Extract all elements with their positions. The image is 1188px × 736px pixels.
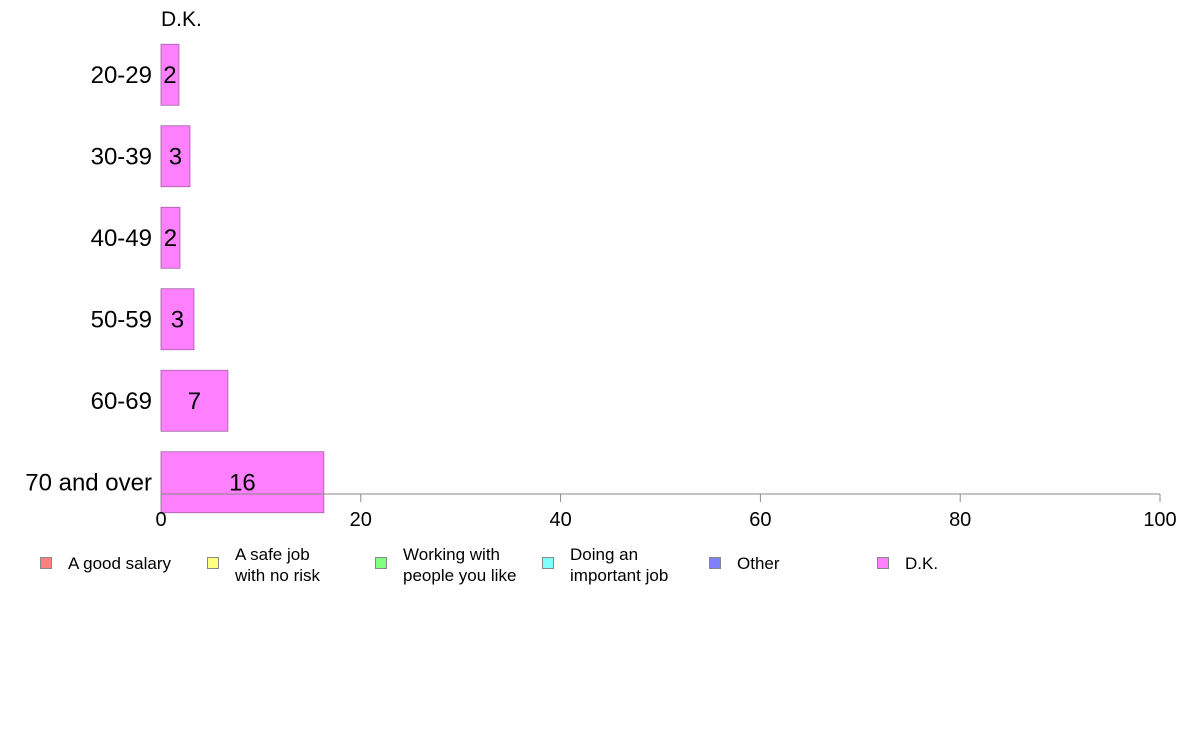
bar-40-49: [160, 206, 181, 269]
bar-chart: D.K. 20-29 2 30-39 3 40-49 2 50-59 3 60-69 7 70 an…: [25, 8, 1177, 531]
x-tick-label-0: 0: [155, 509, 166, 531]
legend-label-important-job: Doing an important job: [570, 545, 669, 585]
chart-title: D.K.: [161, 8, 202, 31]
legend: A good salary A safe job with no risk Wo…: [0, 540, 1188, 590]
legend-item-good-salary: A good salary: [40, 544, 171, 574]
legend-label-good-salary: A good salary: [68, 554, 172, 573]
bar-30-39: [160, 125, 191, 188]
category-label-20-29: 20-29: [91, 62, 152, 89]
legend-item-safe-job: A safe job with no risk: [207, 544, 320, 586]
legend-item-important-job: Doing an important job: [542, 544, 668, 586]
x-axis: 0 20 40 60 80 100: [155, 493, 1177, 531]
bar-50-59: [160, 288, 195, 351]
value-label-70-and-over: 16: [229, 469, 256, 496]
bars-group: 20-29 2 30-39 3 40-49 2 50-59 3 60-69 7 70 and ove…: [25, 43, 325, 514]
bar-60-69: [160, 369, 229, 432]
value-label-40-49: 2: [164, 225, 177, 252]
value-label-20-29: 2: [163, 62, 176, 89]
legend-swatch-good-salary: [40, 557, 52, 569]
legend-swatch-other: [709, 557, 721, 569]
bar-20-29: [160, 43, 180, 106]
x-tick-label-40: 40: [549, 509, 571, 531]
legend-swatch-safe-job: [207, 557, 219, 569]
category-label-70-and-over: 70 and over: [25, 469, 152, 496]
x-tick-label-20: 20: [350, 509, 372, 531]
category-label-60-69: 60-69: [91, 388, 152, 415]
legend-label-working-with-people: Working with people you like: [403, 545, 517, 585]
legend-item-dk: D.K.: [877, 544, 938, 574]
category-label-40-49: 40-49: [91, 225, 152, 252]
x-tick-label-60: 60: [749, 509, 771, 531]
value-label-50-59: 3: [171, 306, 184, 333]
x-tick-label-80: 80: [949, 509, 971, 531]
category-label-50-59: 50-59: [91, 306, 152, 333]
legend-label-safe-job: A safe job with no risk: [235, 545, 321, 585]
legend-swatch-important-job: [542, 557, 554, 569]
legend-label-dk: D.K.: [905, 554, 939, 573]
x-tick-label-100: 100: [1143, 509, 1176, 531]
bar-70-and-over: [160, 451, 325, 514]
legend-item-other: Other: [709, 544, 780, 574]
legend-label-other: Other: [737, 554, 780, 573]
value-label-30-39: 3: [169, 143, 182, 170]
category-label-30-39: 30-39: [91, 143, 152, 170]
legend-swatch-dk: [877, 557, 889, 569]
legend-swatch-working-with-people: [375, 557, 387, 569]
value-label-60-69: 7: [188, 388, 201, 415]
legend-item-working-with-people: Working with people you like: [375, 544, 516, 586]
